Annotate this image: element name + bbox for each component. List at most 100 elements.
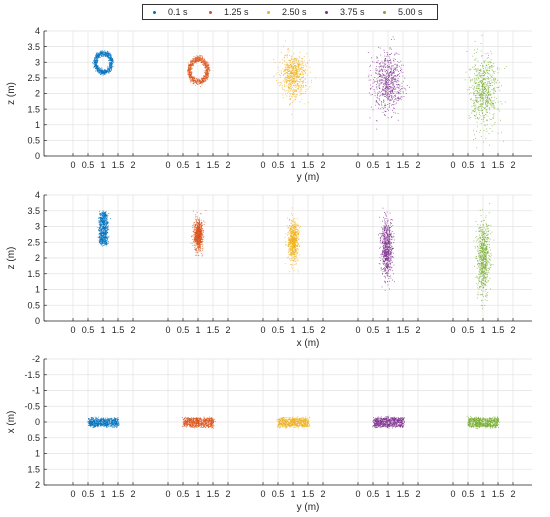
data-point (101, 56, 103, 57)
data-point (388, 91, 390, 92)
data-point (385, 89, 387, 91)
data-point (486, 90, 487, 92)
data-point (387, 75, 389, 77)
data-point (101, 73, 102, 74)
data-point (194, 227, 195, 229)
data-point (197, 81, 199, 83)
data-point (277, 72, 279, 73)
data-point (105, 241, 107, 243)
data-point (189, 78, 191, 80)
data-point (199, 236, 200, 238)
data-point (104, 72, 106, 74)
data-point (95, 70, 97, 72)
data-point (189, 76, 190, 78)
data-point (107, 226, 108, 228)
data-point (100, 220, 101, 222)
data-point (104, 217, 106, 219)
data-point (385, 92, 387, 94)
data-point (195, 239, 197, 240)
data-point (296, 59, 297, 60)
data-point (290, 75, 292, 77)
data-point (393, 69, 395, 71)
data-point (275, 73, 277, 75)
data-point (380, 81, 382, 83)
data-point (389, 94, 390, 96)
data-point (106, 223, 108, 224)
data-point (103, 233, 105, 235)
data-point (197, 233, 199, 234)
data-point (471, 110, 473, 112)
data-point (201, 58, 203, 60)
data-point (98, 67, 100, 69)
data-point (494, 83, 495, 85)
data-point (199, 81, 201, 83)
data-point (393, 75, 395, 77)
data-point (486, 76, 488, 78)
data-point (110, 59, 112, 60)
data-point (483, 79, 485, 81)
data-point (476, 112, 478, 114)
data-point (291, 266, 293, 268)
data-point (100, 221, 102, 223)
data-point (102, 214, 103, 216)
data-point (487, 119, 488, 121)
data-point (194, 61, 195, 63)
data-point (300, 88, 302, 90)
data-point (201, 79, 203, 81)
data-point (297, 76, 299, 78)
data-point (296, 94, 297, 96)
data-point (303, 80, 305, 82)
data-point (298, 70, 300, 72)
data-point (203, 76, 204, 78)
data-point (288, 80, 290, 82)
data-point (486, 120, 488, 122)
data-point (491, 65, 493, 67)
data-point (106, 72, 108, 74)
data-point (106, 233, 107, 234)
data-point (306, 66, 308, 67)
data-point (204, 221, 206, 223)
data-point (490, 84, 491, 86)
data-point (203, 57, 205, 59)
data-point (475, 95, 477, 96)
data-point (103, 53, 105, 55)
data-point (109, 64, 110, 66)
x-tick-label: 1.5 (302, 160, 315, 170)
data-point (101, 52, 103, 54)
data-point (382, 94, 384, 96)
data-point (285, 72, 287, 74)
data-point (200, 235, 202, 237)
data-point (477, 91, 479, 93)
data-point (190, 62, 192, 63)
data-point (202, 247, 204, 249)
data-point (383, 96, 385, 97)
data-point (289, 60, 291, 62)
data-point (191, 236, 192, 238)
data-point (101, 235, 103, 237)
data-point (197, 243, 199, 245)
data-point (112, 61, 114, 63)
data-point (198, 227, 200, 229)
data-point (201, 236, 203, 238)
data-point (392, 67, 394, 69)
data-point (289, 230, 290, 231)
series-4-cloud (367, 36, 410, 130)
data-point (393, 72, 395, 74)
data-point (294, 75, 295, 76)
data-point (200, 238, 202, 240)
data-point (294, 218, 296, 220)
data-point (199, 242, 200, 243)
data-point (388, 81, 390, 83)
data-point (207, 74, 209, 76)
data-point (294, 80, 295, 82)
data-point (203, 79, 205, 81)
data-point (385, 58, 386, 59)
data-point (476, 94, 478, 96)
data-point (291, 95, 293, 97)
data-point (491, 125, 493, 127)
data-point (202, 78, 204, 80)
data-point (201, 232, 203, 234)
data-point (202, 58, 204, 60)
data-point (101, 219, 103, 220)
data-point (392, 90, 393, 92)
